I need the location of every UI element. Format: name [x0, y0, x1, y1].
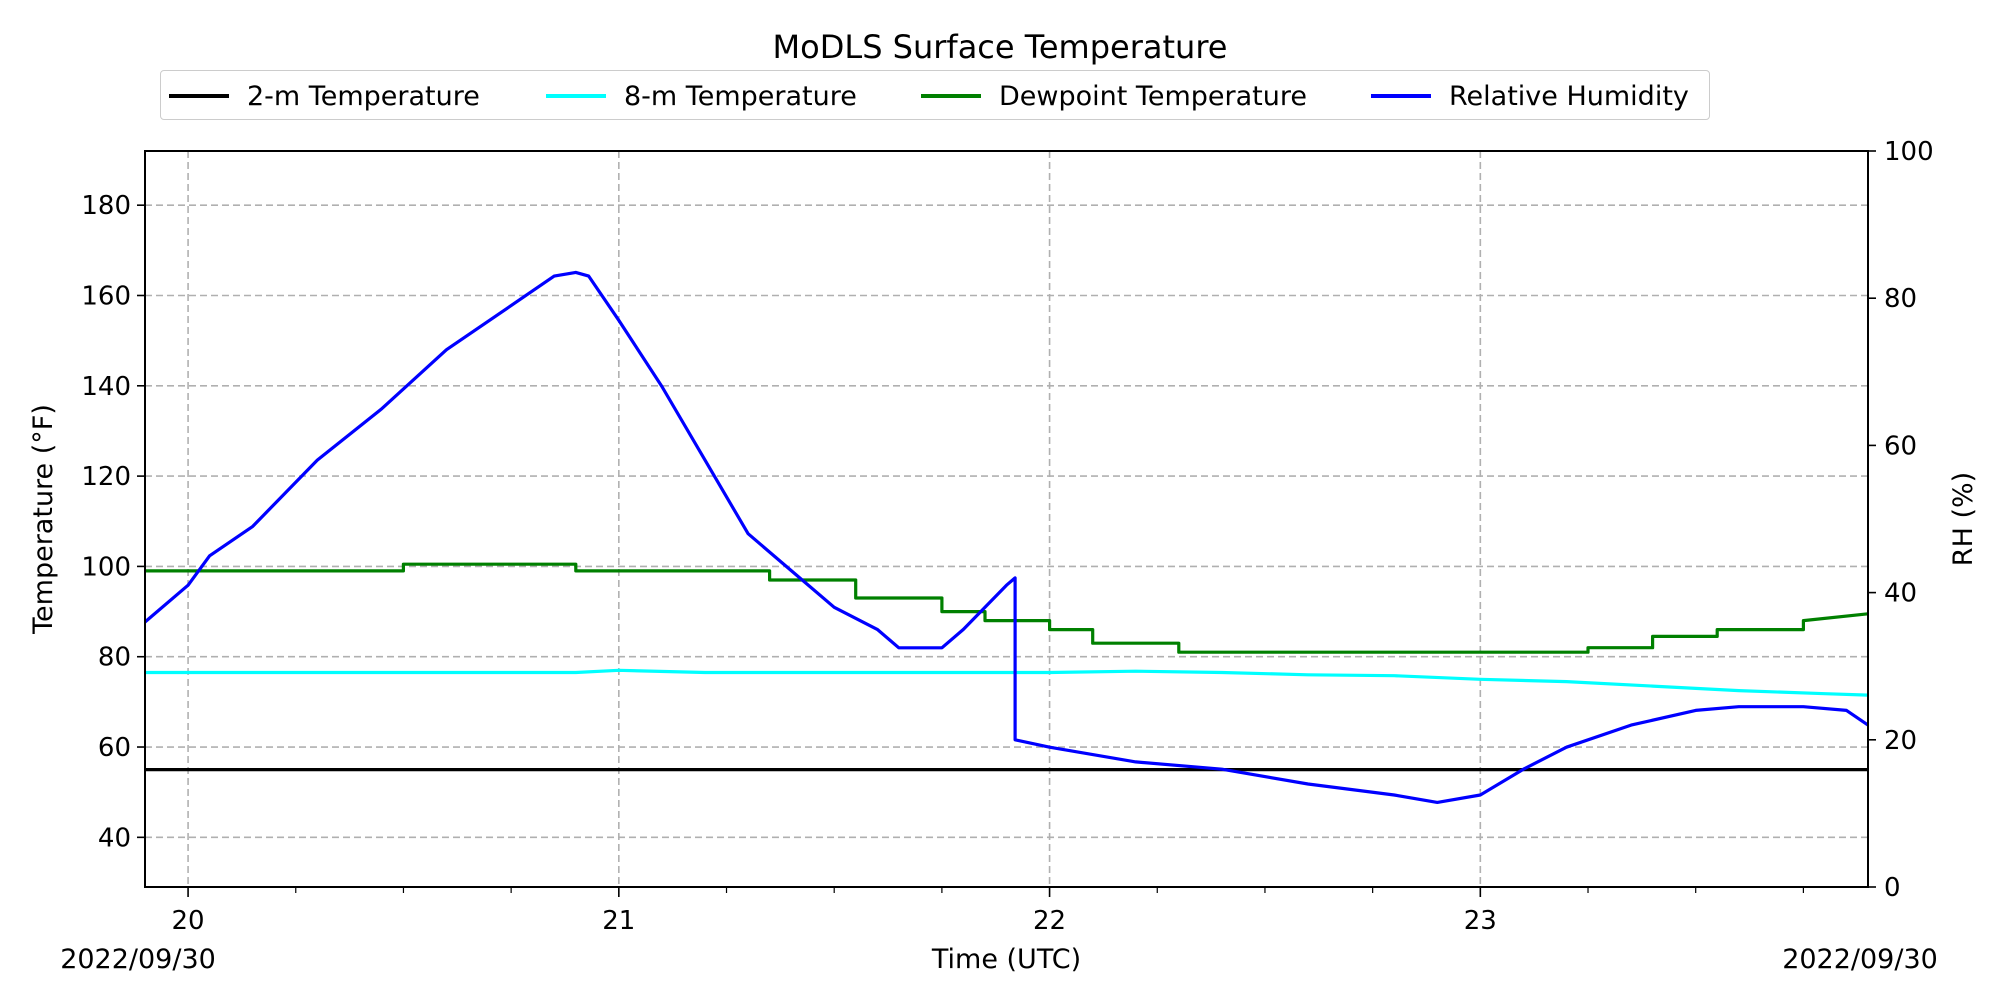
date-label-right: 2022/09/30 [1782, 944, 1938, 975]
y2-tick-label: 40 [1884, 579, 1917, 609]
y2-tick-label: 20 [1884, 726, 1917, 756]
legend-label-dewpoint-temperature: Dewpoint Temperature [999, 80, 1307, 112]
x-tick-label: 21 [602, 906, 635, 936]
grid-lines [145, 151, 1868, 887]
series-line-dewpoint-temperature [145, 562, 1869, 654]
chart-title: MoDLS Surface Temperature [772, 28, 1228, 66]
legend-label-2m-temperature: 2-m Temperature [247, 80, 480, 112]
y-tick-label: 180 [81, 191, 131, 221]
y2-tick-label: 60 [1884, 431, 1917, 461]
legend-item-8m-temperature: 8-m Temperature [546, 71, 857, 121]
x-axis-label: Time (UTC) [931, 944, 1081, 975]
legend-swatch-relative-humidity [1371, 94, 1431, 98]
date-label-left: 2022/09/30 [60, 944, 216, 975]
legend-item-2m-temperature: 2-m Temperature [169, 71, 480, 121]
y-axis-label: Temperature (°F) [28, 404, 59, 635]
legend-item-relative-humidity: Relative Humidity [1371, 71, 1689, 121]
y-tick-label: 140 [81, 372, 131, 402]
axes-layer: 40 60 80 100 120 140 160 180 20 21 22 23 0 20 40 60 80 10… [81, 137, 1933, 936]
y2-tick-label: 0 [1884, 873, 1901, 903]
x-tick-label: 20 [172, 906, 205, 936]
legend: 2-m Temperature 8-m Temperature Dewpoint… [160, 70, 1710, 120]
y-tick-label: 160 [81, 281, 131, 311]
y-tick-label: 80 [98, 643, 131, 673]
legend-item-dewpoint-temperature: Dewpoint Temperature [921, 71, 1307, 121]
series-line-8-m-temperature [145, 668, 1869, 697]
x-tick-label: 22 [1033, 906, 1066, 936]
y2-tick-label: 100 [1884, 137, 1934, 167]
series-layer [143, 270, 1869, 805]
legend-swatch-dewpoint-temperature [921, 94, 981, 98]
plot-area-frame [144, 150, 1869, 888]
series-line-relative-humidity [143, 270, 1869, 805]
legend-label-8m-temperature: 8-m Temperature [624, 80, 857, 112]
legend-swatch-2m-temperature [169, 94, 229, 98]
y-tick-label: 100 [81, 552, 131, 582]
y-tick-label: 120 [81, 462, 131, 492]
legend-label-relative-humidity: Relative Humidity [1449, 80, 1689, 112]
y2-tick-label: 80 [1884, 284, 1917, 314]
y-tick-label: 40 [98, 823, 131, 853]
y-tick-label: 60 [98, 733, 131, 763]
x-tick-label: 23 [1464, 906, 1497, 936]
legend-swatch-8m-temperature [546, 94, 606, 98]
y2-axis-label: RH (%) [1948, 472, 1979, 566]
